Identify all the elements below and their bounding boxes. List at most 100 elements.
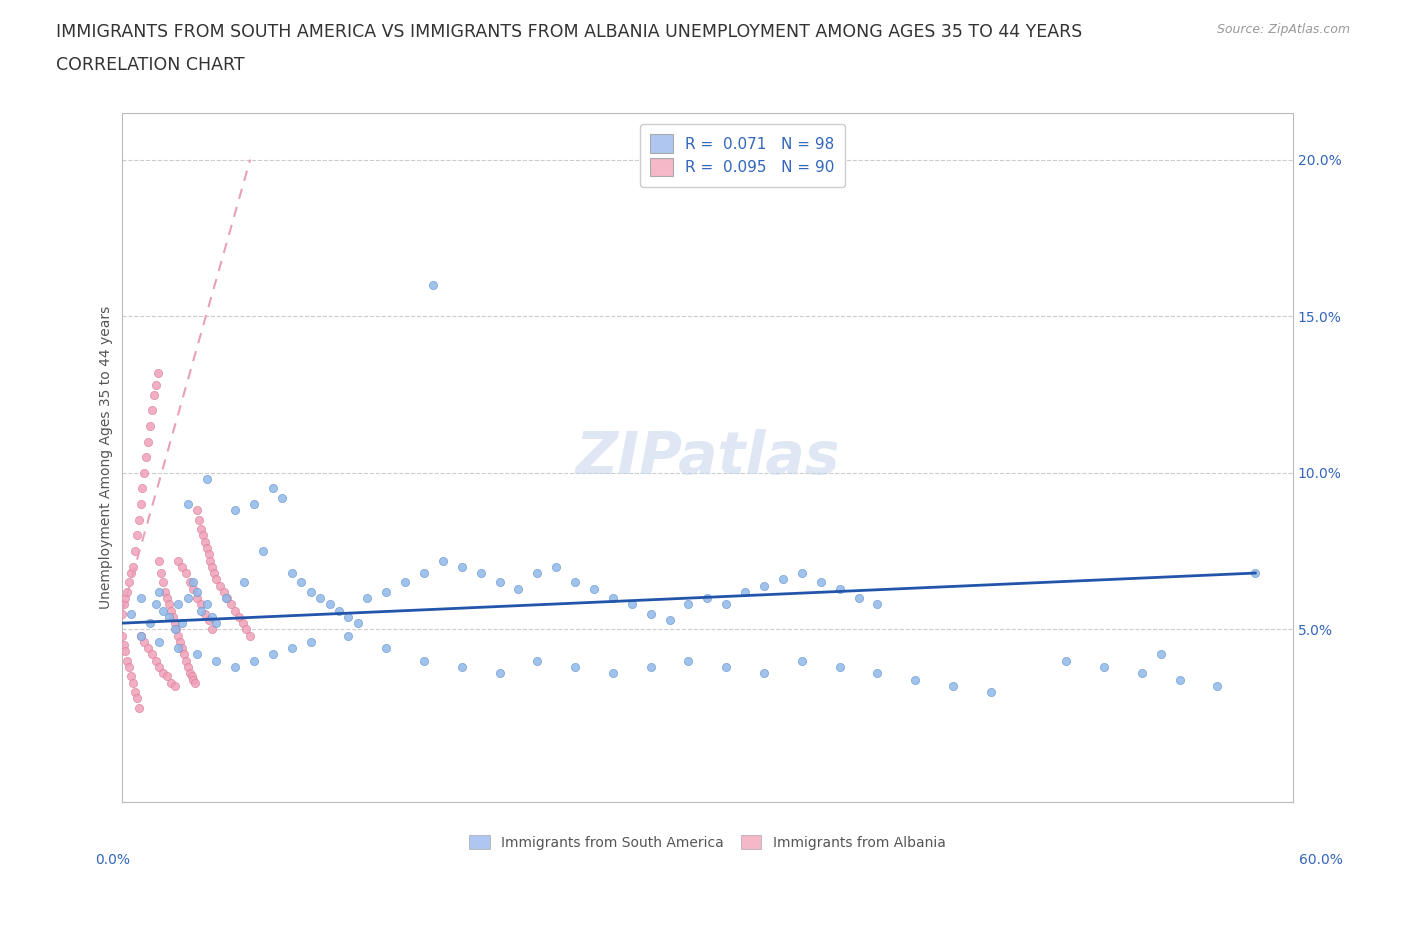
Point [128,700,150,715]
Point [224,503,246,518]
Point [1130,666,1153,681]
Point [129,629,152,644]
Point [184,675,207,690]
Point [152,604,174,618]
Point [152,575,174,590]
Point [658,613,681,628]
Point [159,604,181,618]
Point [224,659,246,674]
Point [186,584,208,599]
Point [243,653,266,668]
Point [228,609,250,624]
Legend: Immigrants from South America, Immigrants from Albania: Immigrants from South America, Immigrant… [463,828,952,857]
Point [139,616,162,631]
Point [167,629,190,644]
Point [201,609,224,624]
Point [904,672,927,687]
Point [166,622,188,637]
Point [162,609,184,624]
Text: 60.0%: 60.0% [1299,853,1343,868]
Point [243,497,266,512]
Point [129,497,152,512]
Point [413,565,436,580]
Point [183,672,205,687]
Point [217,591,239,605]
Point [262,481,284,496]
Point [177,591,200,605]
Point [201,559,224,574]
Y-axis label: Unemployment Among Ages 35 to 44 years: Unemployment Among Ages 35 to 44 years [100,306,114,609]
Point [157,597,180,612]
Point [177,497,200,512]
Point [848,591,870,605]
Point [117,584,139,599]
Point [328,604,350,618]
Point [309,591,332,605]
Point [124,544,146,559]
Point [157,609,180,624]
Point [564,575,586,590]
Point [508,581,530,596]
Point [120,565,142,580]
Point [174,653,197,668]
Point [337,629,360,644]
Point [470,565,492,580]
Point [136,641,159,656]
Point [1150,647,1173,662]
Point [183,581,205,596]
Point [142,387,165,402]
Text: ZIPatlas: ZIPatlas [575,429,839,485]
Point [602,591,624,605]
Point [195,597,218,612]
Point [145,597,167,612]
Point [141,647,163,662]
Point [772,572,794,587]
Point [148,584,170,599]
Point [129,629,152,644]
Point [980,684,1002,699]
Point [752,578,775,593]
Point [112,597,135,612]
Point [141,403,163,418]
Point [118,659,141,674]
Point [205,572,228,587]
Point [413,653,436,668]
Point [347,616,370,631]
Point [678,653,700,668]
Text: 0.0%: 0.0% [96,853,131,868]
Point [148,553,170,568]
Point [620,597,643,612]
Point [1206,678,1229,693]
Point [152,666,174,681]
Point [866,666,889,681]
Point [828,581,851,596]
Point [186,591,208,605]
Point [194,535,217,550]
Point [224,604,246,618]
Point [488,575,510,590]
Point [148,634,170,649]
Point [318,597,340,612]
Point [134,465,156,480]
Text: IMMIGRANTS FROM SOUTH AMERICA VS IMMIGRANTS FROM ALBANIA UNEMPLOYMENT AMONG AGES: IMMIGRANTS FROM SOUTH AMERICA VS IMMIGRA… [56,23,1083,41]
Point [139,418,162,433]
Point [153,584,176,599]
Point [150,565,173,580]
Point [180,669,202,684]
Point [640,606,662,621]
Point [866,597,889,612]
Point [214,591,236,605]
Point [190,522,212,537]
Point [134,634,156,649]
Point [135,450,157,465]
Point [124,684,146,699]
Point [488,666,510,681]
Point [174,565,197,580]
Point [564,659,586,674]
Point [752,666,775,681]
Point [201,622,224,637]
Point [191,528,214,543]
Point [172,616,194,631]
Point [122,675,145,690]
Point [235,622,257,637]
